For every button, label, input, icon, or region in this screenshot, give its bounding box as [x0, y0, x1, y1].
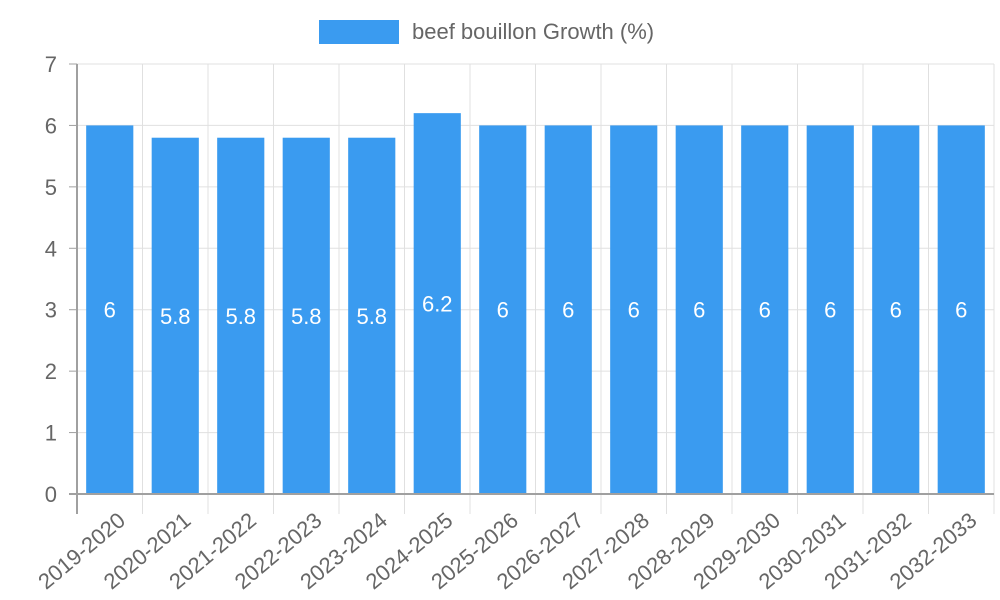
bar[interactable] — [348, 137, 396, 494]
bar[interactable] — [413, 113, 461, 495]
bar-value-label: 6 — [955, 298, 967, 323]
bar[interactable] — [217, 137, 265, 494]
data-labels: 6 5.8 5.8 5.8 5.8 6.2 6 6 6 6 6 6 6 6 — [104, 292, 968, 329]
bar[interactable] — [151, 137, 199, 494]
legend-label: beef bouillon Growth (%) — [412, 19, 655, 44]
bar[interactable] — [937, 125, 985, 494]
y-tick-label: 2 — [45, 359, 57, 384]
bar-value-label: 5.8 — [356, 304, 387, 329]
bar[interactable] — [479, 125, 527, 494]
bar[interactable] — [544, 125, 592, 494]
y-tick-label: 7 — [45, 52, 57, 77]
bar-value-label: 5.8 — [160, 304, 191, 329]
y-axis-ticks: 0 1 2 3 4 5 6 7 — [45, 52, 77, 507]
bar[interactable] — [86, 125, 134, 494]
bar-value-label: 6 — [759, 298, 771, 323]
bar-value-label: 6 — [562, 298, 574, 323]
chart-legend[interactable]: beef bouillon Growth (%) — [319, 19, 654, 45]
y-tick-label: 4 — [45, 236, 57, 261]
bar-value-label: 6 — [824, 298, 836, 323]
bar-value-label: 6 — [497, 298, 509, 323]
y-tick-label: 6 — [45, 113, 57, 138]
x-axis-ticks: 2019-20202020-20212021-20222022-20232023… — [33, 507, 981, 594]
y-tick-label: 5 — [45, 175, 57, 200]
grid-lines — [76, 63, 995, 514]
legend-swatch — [319, 20, 399, 44]
bar[interactable] — [806, 125, 854, 494]
bar-value-label: 6.2 — [422, 292, 453, 317]
bar[interactable] — [741, 125, 789, 494]
bar-value-label: 5.8 — [225, 304, 256, 329]
bar-value-label: 6 — [628, 298, 640, 323]
axes — [69, 64, 994, 514]
bar-value-label: 6 — [104, 298, 116, 323]
bar-value-label: 6 — [693, 298, 705, 323]
bar[interactable] — [872, 125, 920, 494]
bar[interactable] — [282, 137, 330, 494]
bars — [86, 113, 985, 495]
bar[interactable] — [675, 125, 723, 494]
bar-value-label: 6 — [890, 298, 902, 323]
y-tick-label: 3 — [45, 298, 57, 323]
bar-value-label: 5.8 — [291, 304, 322, 329]
bar[interactable] — [610, 125, 658, 494]
y-tick-label: 0 — [45, 482, 57, 507]
y-tick-label: 1 — [45, 421, 57, 446]
